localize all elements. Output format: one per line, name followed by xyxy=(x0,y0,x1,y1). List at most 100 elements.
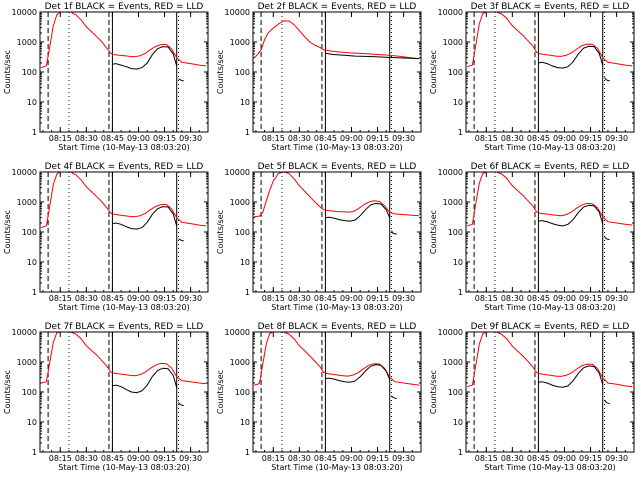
x-tick-label: 08:15 xyxy=(49,134,72,143)
x-tick-label: 09:15 xyxy=(153,454,176,463)
y-axis-label: Counts/sec xyxy=(216,370,225,414)
y-tick-label: 10000 xyxy=(438,8,463,17)
x-axis-label: Start Time (10-May-13 08:03:20) xyxy=(58,303,189,312)
x-tick-label: 09:15 xyxy=(153,294,176,303)
detector-panel: Det 6f BLACK = Events, RED = LLD 1 10 100 10… xyxy=(429,162,635,312)
x-tick-label: 08:45 xyxy=(527,454,550,463)
y-tick-label: 10000 xyxy=(438,168,463,177)
y-tick-label: 100 xyxy=(448,388,463,397)
x-tick-label: 08:30 xyxy=(501,294,524,303)
lld-series-line xyxy=(41,11,207,69)
y-tick-label: 1000 xyxy=(230,358,250,367)
events-series-line xyxy=(604,236,610,241)
events-series-line xyxy=(325,202,391,222)
x-tick-label: 09:00 xyxy=(553,134,576,143)
x-tick-label: 08:30 xyxy=(288,134,311,143)
x-tick-label: 09:15 xyxy=(366,134,389,143)
y-tick-label: 10 xyxy=(240,98,250,107)
events-series-line xyxy=(391,230,397,235)
y-tick-label: 1 xyxy=(245,288,250,297)
y-tick-label: 10000 xyxy=(12,168,37,177)
x-tick-label: 08:45 xyxy=(314,134,337,143)
y-tick-label: 10 xyxy=(453,418,463,427)
y-axis-label: Counts/sec xyxy=(429,370,438,414)
axis-frame xyxy=(252,171,422,293)
panel-title: Det 3f BLACK = Events, RED = LLD xyxy=(471,2,630,12)
y-tick-label: 10000 xyxy=(438,328,463,337)
x-tick-label: 08:45 xyxy=(101,454,124,463)
y-tick-label: 1000 xyxy=(230,38,250,47)
y-tick-label: 10000 xyxy=(12,8,37,17)
axis-frame xyxy=(465,171,635,293)
y-tick-label: 100 xyxy=(22,388,37,397)
panel-title: Det 2f BLACK = Events, RED = LLD xyxy=(258,2,417,12)
x-tick-label: 08:45 xyxy=(314,454,337,463)
y-tick-label: 1 xyxy=(32,128,37,137)
x-tick-label: 08:15 xyxy=(262,454,285,463)
detector-panel: Det 8f BLACK = Events, RED = LLD 1 10 100 10… xyxy=(216,322,422,472)
lld-series-line xyxy=(467,11,633,68)
lld-series-line xyxy=(467,171,633,227)
x-tick-label: 09:00 xyxy=(127,294,150,303)
x-tick-label: 08:45 xyxy=(314,294,337,303)
events-series-line xyxy=(178,78,184,82)
x-axis-label: Start Time (10-May-13 08:03:20) xyxy=(58,143,189,152)
events-series-line xyxy=(325,52,420,60)
detector-panel: Det 2f BLACK = Events, RED = LLD 1 10 100 10… xyxy=(216,2,422,152)
events-series-line xyxy=(178,402,184,407)
y-tick-label: 1 xyxy=(32,288,37,297)
y-tick-label: 10 xyxy=(240,418,250,427)
events-series-line xyxy=(112,46,178,70)
y-tick-label: 10000 xyxy=(225,8,250,17)
events-series-line xyxy=(604,399,610,405)
x-tick-label: 09:00 xyxy=(127,134,150,143)
panel-title: Det 5f BLACK = Events, RED = LLD xyxy=(258,162,417,172)
x-tick-label: 09:00 xyxy=(553,294,576,303)
x-tick-label: 09:00 xyxy=(127,454,150,463)
x-axis-label: Start Time (10-May-13 08:03:20) xyxy=(484,463,615,472)
y-tick-label: 10 xyxy=(240,258,250,267)
lld-series-line xyxy=(467,331,633,388)
y-tick-label: 10 xyxy=(27,98,37,107)
panel-title: Det 7f BLACK = Events, RED = LLD xyxy=(45,322,204,332)
events-series-line xyxy=(112,206,178,230)
y-tick-label: 1 xyxy=(245,128,250,137)
x-axis-label: Start Time (10-May-13 08:03:20) xyxy=(484,143,615,152)
y-tick-label: 1000 xyxy=(443,198,463,207)
x-tick-label: 08:45 xyxy=(527,134,550,143)
x-tick-label: 08:45 xyxy=(527,294,550,303)
x-tick-label: 09:15 xyxy=(579,454,602,463)
panel-title: Det 4f BLACK = Events, RED = LLD xyxy=(45,162,204,172)
x-tick-label: 08:15 xyxy=(475,134,498,143)
x-tick-label: 09:00 xyxy=(553,454,576,463)
detector-panel: Det 1f BLACK = Events, RED = LLD 1 10 100 10… xyxy=(3,2,209,152)
x-axis-label: Start Time (10-May-13 08:03:20) xyxy=(484,303,615,312)
y-axis-label: Counts/sec xyxy=(3,370,12,414)
x-tick-label: 09:30 xyxy=(179,134,202,143)
x-tick-label: 09:00 xyxy=(340,294,363,303)
y-tick-label: 10 xyxy=(453,258,463,267)
y-tick-label: 10000 xyxy=(12,328,37,337)
x-tick-label: 09:15 xyxy=(579,294,602,303)
y-tick-label: 100 xyxy=(22,228,37,237)
lld-series-line xyxy=(254,331,420,386)
y-tick-label: 10000 xyxy=(225,328,250,337)
x-tick-label: 09:00 xyxy=(340,454,363,463)
y-tick-label: 100 xyxy=(448,228,463,237)
x-tick-label: 08:45 xyxy=(101,134,124,143)
lld-series-line xyxy=(41,331,207,385)
y-tick-label: 100 xyxy=(448,68,463,77)
x-tick-label: 09:30 xyxy=(605,294,628,303)
panel-title: Det 8f BLACK = Events, RED = LLD xyxy=(258,322,417,332)
y-tick-label: 100 xyxy=(22,68,37,77)
x-axis-label: Start Time (10-May-13 08:03:20) xyxy=(271,303,402,312)
x-tick-label: 09:30 xyxy=(605,134,628,143)
axis-frame xyxy=(252,331,422,453)
axis-frame xyxy=(39,331,209,453)
x-tick-label: 08:30 xyxy=(75,454,98,463)
x-axis-label: Start Time (10-May-13 08:03:20) xyxy=(58,463,189,472)
events-series-line xyxy=(325,364,391,383)
y-tick-label: 100 xyxy=(235,228,250,237)
x-tick-label: 09:30 xyxy=(179,454,202,463)
